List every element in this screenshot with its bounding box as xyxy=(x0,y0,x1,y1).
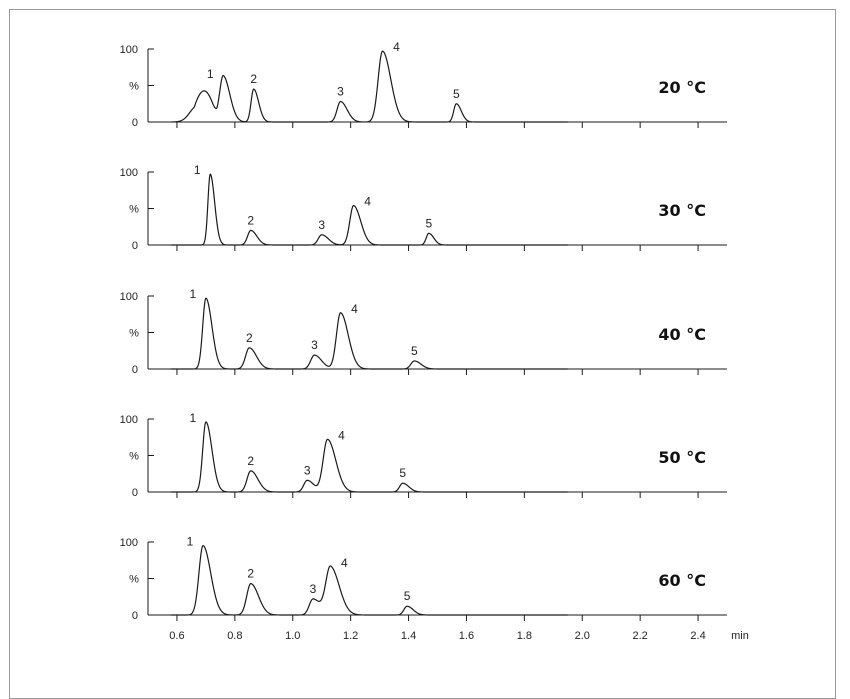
peak-label: 4 xyxy=(364,195,371,209)
temperature-label: 20 °C xyxy=(658,78,706,97)
y-tick-label: 100 xyxy=(120,44,138,56)
peak-label: 3 xyxy=(310,582,317,596)
peak-label: 3 xyxy=(304,463,311,477)
y-tick-label: % xyxy=(129,328,139,340)
y-tick-label: 0 xyxy=(132,240,138,252)
chromatogram-trace xyxy=(171,545,568,616)
y-tick-label: 100 xyxy=(120,537,138,549)
temperature-label: 30 °C xyxy=(658,201,706,220)
peak-label: 1 xyxy=(187,535,194,549)
temperature-label: 60 °C xyxy=(658,571,706,590)
x-tick-label: 0.6 xyxy=(169,630,184,642)
chromatogram-trace xyxy=(171,173,568,246)
y-tick-label: 0 xyxy=(132,364,138,376)
y-tick-label: % xyxy=(129,574,139,586)
x-tick-label: 1.4 xyxy=(401,630,416,642)
y-tick-label: 0 xyxy=(132,117,138,129)
peak-label: 5 xyxy=(399,466,406,480)
peak-label: 5 xyxy=(453,87,460,101)
x-tick-label: 2.4 xyxy=(690,630,705,642)
peak-label: 1 xyxy=(190,411,197,425)
peak-label: 2 xyxy=(250,72,257,86)
y-tick-label: 0 xyxy=(132,610,138,622)
x-tick-label: 1.6 xyxy=(459,630,474,642)
peak-label: 3 xyxy=(318,218,325,232)
y-tick-label: % xyxy=(129,204,139,216)
x-tick-label: 1.0 xyxy=(285,630,300,642)
y-tick-label: 100 xyxy=(120,167,138,179)
peak-label: 1 xyxy=(207,67,214,81)
y-tick-label: 0 xyxy=(132,487,138,499)
x-tick-label: 0.8 xyxy=(227,630,242,642)
peak-label: 4 xyxy=(393,40,400,54)
temperature-label: 40 °C xyxy=(658,325,706,344)
peak-label: 5 xyxy=(425,216,432,230)
peak-label: 2 xyxy=(247,213,254,227)
peak-label: 1 xyxy=(190,287,197,301)
peak-label: 2 xyxy=(247,454,254,468)
temperature-label: 50 °C xyxy=(658,448,706,467)
y-tick-label: % xyxy=(129,451,139,463)
x-tick-label: 1.2 xyxy=(343,630,358,642)
peak-label: 2 xyxy=(246,331,253,345)
x-axis-unit: min xyxy=(731,630,749,642)
peak-label: 3 xyxy=(311,338,318,352)
peak-label: 4 xyxy=(351,302,358,316)
chromatogram-trace xyxy=(171,421,568,493)
peak-label: 5 xyxy=(411,344,418,358)
peak-label: 1 xyxy=(194,163,201,177)
chromatogram-trace xyxy=(171,297,568,370)
y-tick-label: 100 xyxy=(120,291,138,303)
x-tick-label: 2.0 xyxy=(575,630,590,642)
peak-label: 4 xyxy=(341,556,348,570)
y-tick-label: % xyxy=(129,81,139,93)
y-tick-label: 100 xyxy=(120,414,138,426)
peak-label: 3 xyxy=(337,85,344,99)
x-tick-label: 2.2 xyxy=(633,630,648,642)
peak-label: 2 xyxy=(247,567,254,581)
peak-label: 5 xyxy=(404,589,411,603)
chromatogram-trace xyxy=(171,50,568,123)
x-tick-label: 1.8 xyxy=(517,630,532,642)
peak-label: 4 xyxy=(338,428,345,442)
